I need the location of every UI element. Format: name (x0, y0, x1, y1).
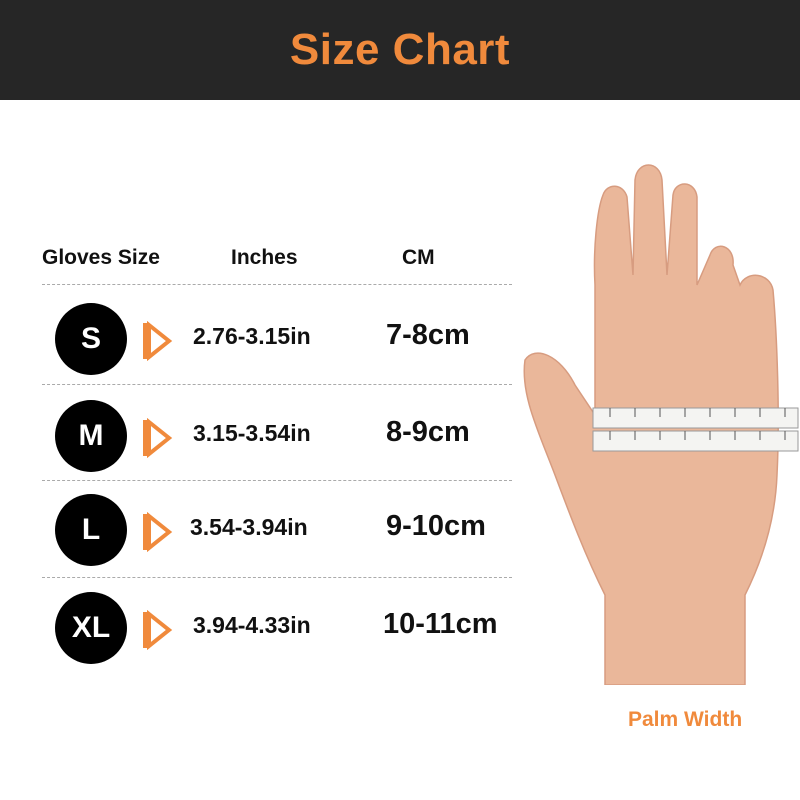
size-badge: S (55, 303, 127, 375)
header-banner: Size Chart (0, 0, 800, 100)
inches-value: 2.76-3.15in (193, 323, 311, 349)
measuring-tape (592, 407, 799, 452)
header-gloves-size: Gloves Size (42, 246, 160, 269)
divider (42, 284, 512, 285)
arrow-icon (143, 610, 173, 650)
size-row-m: M 3.15-3.54in 8-9cm (0, 400, 520, 480)
palm-width-caption: Palm Width (628, 708, 743, 731)
header-inches: Inches (231, 246, 298, 269)
inches-value: 3.15-3.54in (193, 420, 311, 446)
size-row-l: L 3.54-3.94in 9-10cm (0, 494, 520, 574)
cm-value: 7-8cm (386, 319, 470, 351)
inches-value: 3.94-4.33in (193, 612, 311, 638)
size-badge: L (55, 494, 127, 566)
cm-value: 8-9cm (386, 416, 470, 448)
size-row-s: S 2.76-3.15in 7-8cm (0, 303, 520, 383)
divider (42, 577, 512, 578)
divider (42, 384, 512, 385)
arrow-icon (143, 321, 173, 361)
size-badge: M (55, 400, 127, 472)
size-row-xl: XL 3.94-4.33in 10-11cm (0, 592, 520, 672)
inches-value: 3.54-3.94in (190, 514, 308, 540)
cm-value: 9-10cm (386, 510, 486, 542)
header-cm: CM (402, 246, 435, 269)
arrow-icon (143, 512, 173, 552)
page-title: Size Chart (289, 25, 511, 74)
cm-value: 10-11cm (383, 608, 498, 640)
arrow-icon (143, 418, 173, 458)
hand-illustration (523, 164, 799, 685)
size-badge: XL (55, 592, 127, 664)
divider (42, 480, 512, 481)
